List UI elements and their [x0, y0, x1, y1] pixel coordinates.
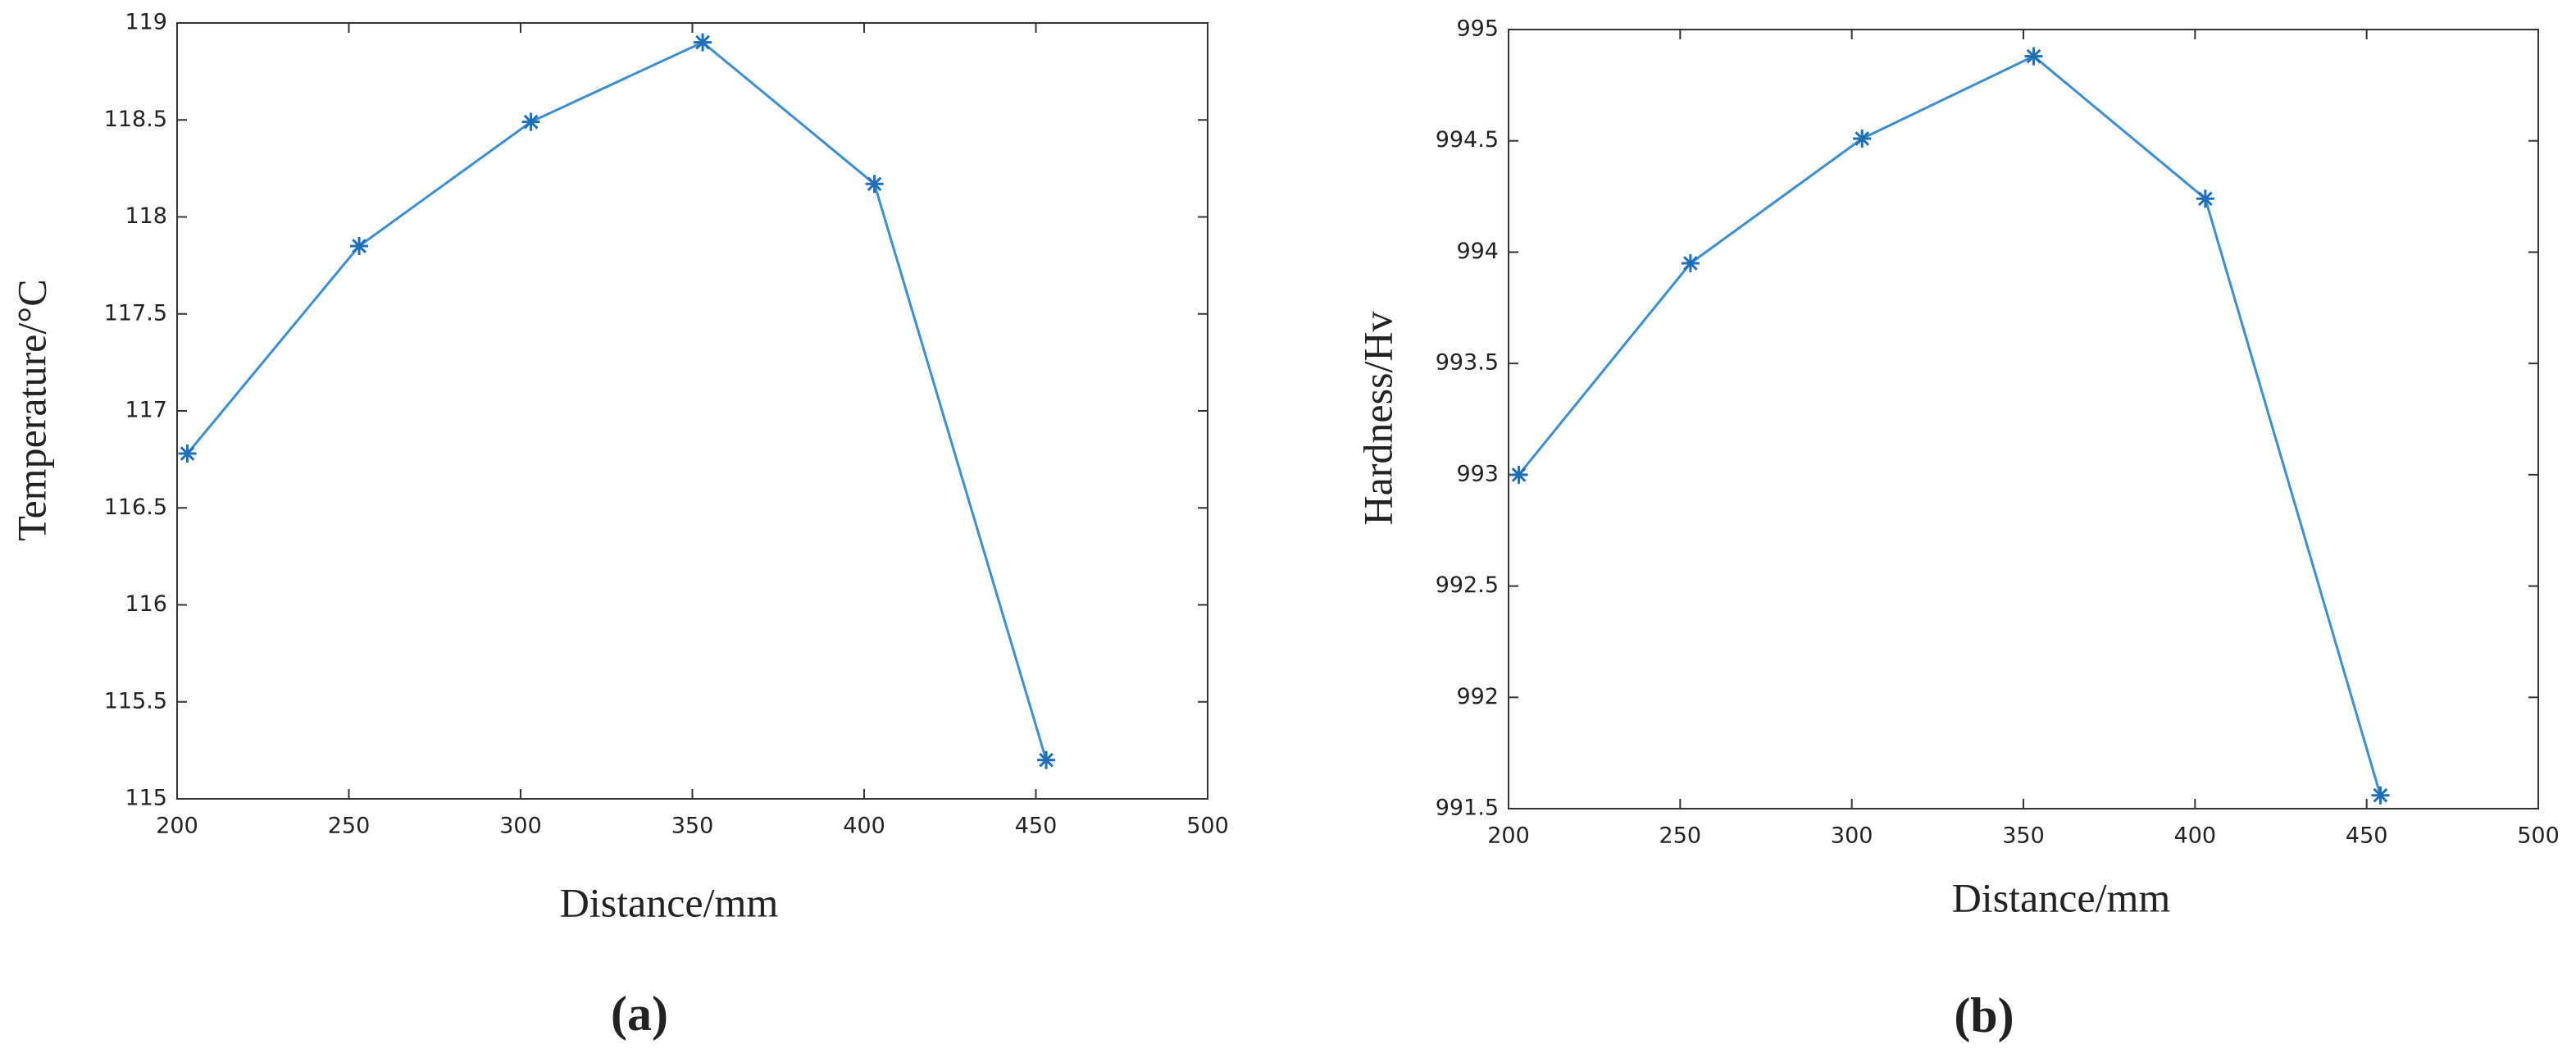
x-tick-label: 500: [1186, 814, 1229, 839]
y-tick-label: 118: [125, 203, 167, 229]
data-marker: [1509, 465, 1528, 484]
x-tick-label: 400: [2174, 823, 2217, 849]
y-tick-label: 115: [125, 786, 167, 811]
data-line: [1518, 54, 2382, 796]
x-tick-label: 200: [1487, 823, 1530, 849]
x-tick-label: 450: [1015, 814, 1058, 839]
y-tick-label: 118.5: [104, 107, 167, 132]
x-tick-label: 500: [2517, 823, 2560, 849]
chart-panel: 200 250 300 350 400 450 500 991.5 992 992.5 993 993…: [1354, 16, 2559, 1042]
y-tick-label: 993: [1456, 461, 1499, 486]
y-tick-label: 117: [125, 398, 167, 423]
y-tick-label: 115.5: [104, 688, 167, 714]
data-marker: [1853, 130, 1872, 148]
y-tick-label: 994.5: [1436, 127, 1499, 153]
y-tick-label: 991.5: [1436, 796, 1499, 821]
x-tick-label: 250: [1659, 823, 1702, 849]
plot-frame: [1508, 29, 2539, 809]
data-marker: [178, 445, 197, 463]
x-tick-label: 350: [671, 814, 714, 839]
y-tick-label: 116: [125, 591, 167, 617]
chart-panel: 200 250 300 350 400 450 500 115 115.5 116 116.5 117…: [8, 10, 1228, 1041]
data-marker: [2024, 47, 2043, 66]
y-axis-label: Temperature/°C: [8, 279, 54, 540]
y-tick-label: 119: [125, 10, 167, 35]
y-tick-label: 992.5: [1436, 572, 1499, 598]
y-tick-label: 116.5: [104, 495, 167, 520]
data-line: [186, 40, 1048, 761]
panel-caption: (b): [1954, 988, 2014, 1042]
y-tick-label: 993.5: [1436, 350, 1499, 376]
data-marker: [521, 112, 540, 131]
y-tick-label: 994: [1456, 239, 1499, 264]
y-tick-label: 117.5: [104, 300, 167, 326]
data-marker: [1037, 750, 1056, 769]
panel-caption: (a): [611, 987, 668, 1041]
y-tick-label: 992: [1456, 684, 1499, 709]
x-tick-label: 400: [843, 814, 885, 839]
data-marker: [1681, 254, 1700, 272]
x-axis-label: Distance/mm: [1952, 874, 2171, 920]
x-tick-label: 300: [1831, 823, 1873, 849]
y-axis-label: Hardness/Hv: [1354, 311, 1400, 525]
plot-frame: [176, 22, 1208, 800]
data-marker: [350, 236, 369, 255]
x-tick-label: 350: [2002, 823, 2045, 849]
y-tick-label: 995: [1456, 16, 1499, 42]
data-marker: [2371, 786, 2390, 805]
x-tick-label: 300: [499, 814, 542, 839]
data-marker: [865, 175, 884, 194]
x-axis-label: Distance/mm: [560, 879, 779, 925]
data-marker: [2196, 189, 2214, 208]
x-tick-label: 450: [2346, 823, 2388, 849]
data-marker: [694, 33, 712, 52]
x-tick-label: 250: [328, 814, 371, 839]
x-tick-label: 200: [156, 814, 198, 839]
